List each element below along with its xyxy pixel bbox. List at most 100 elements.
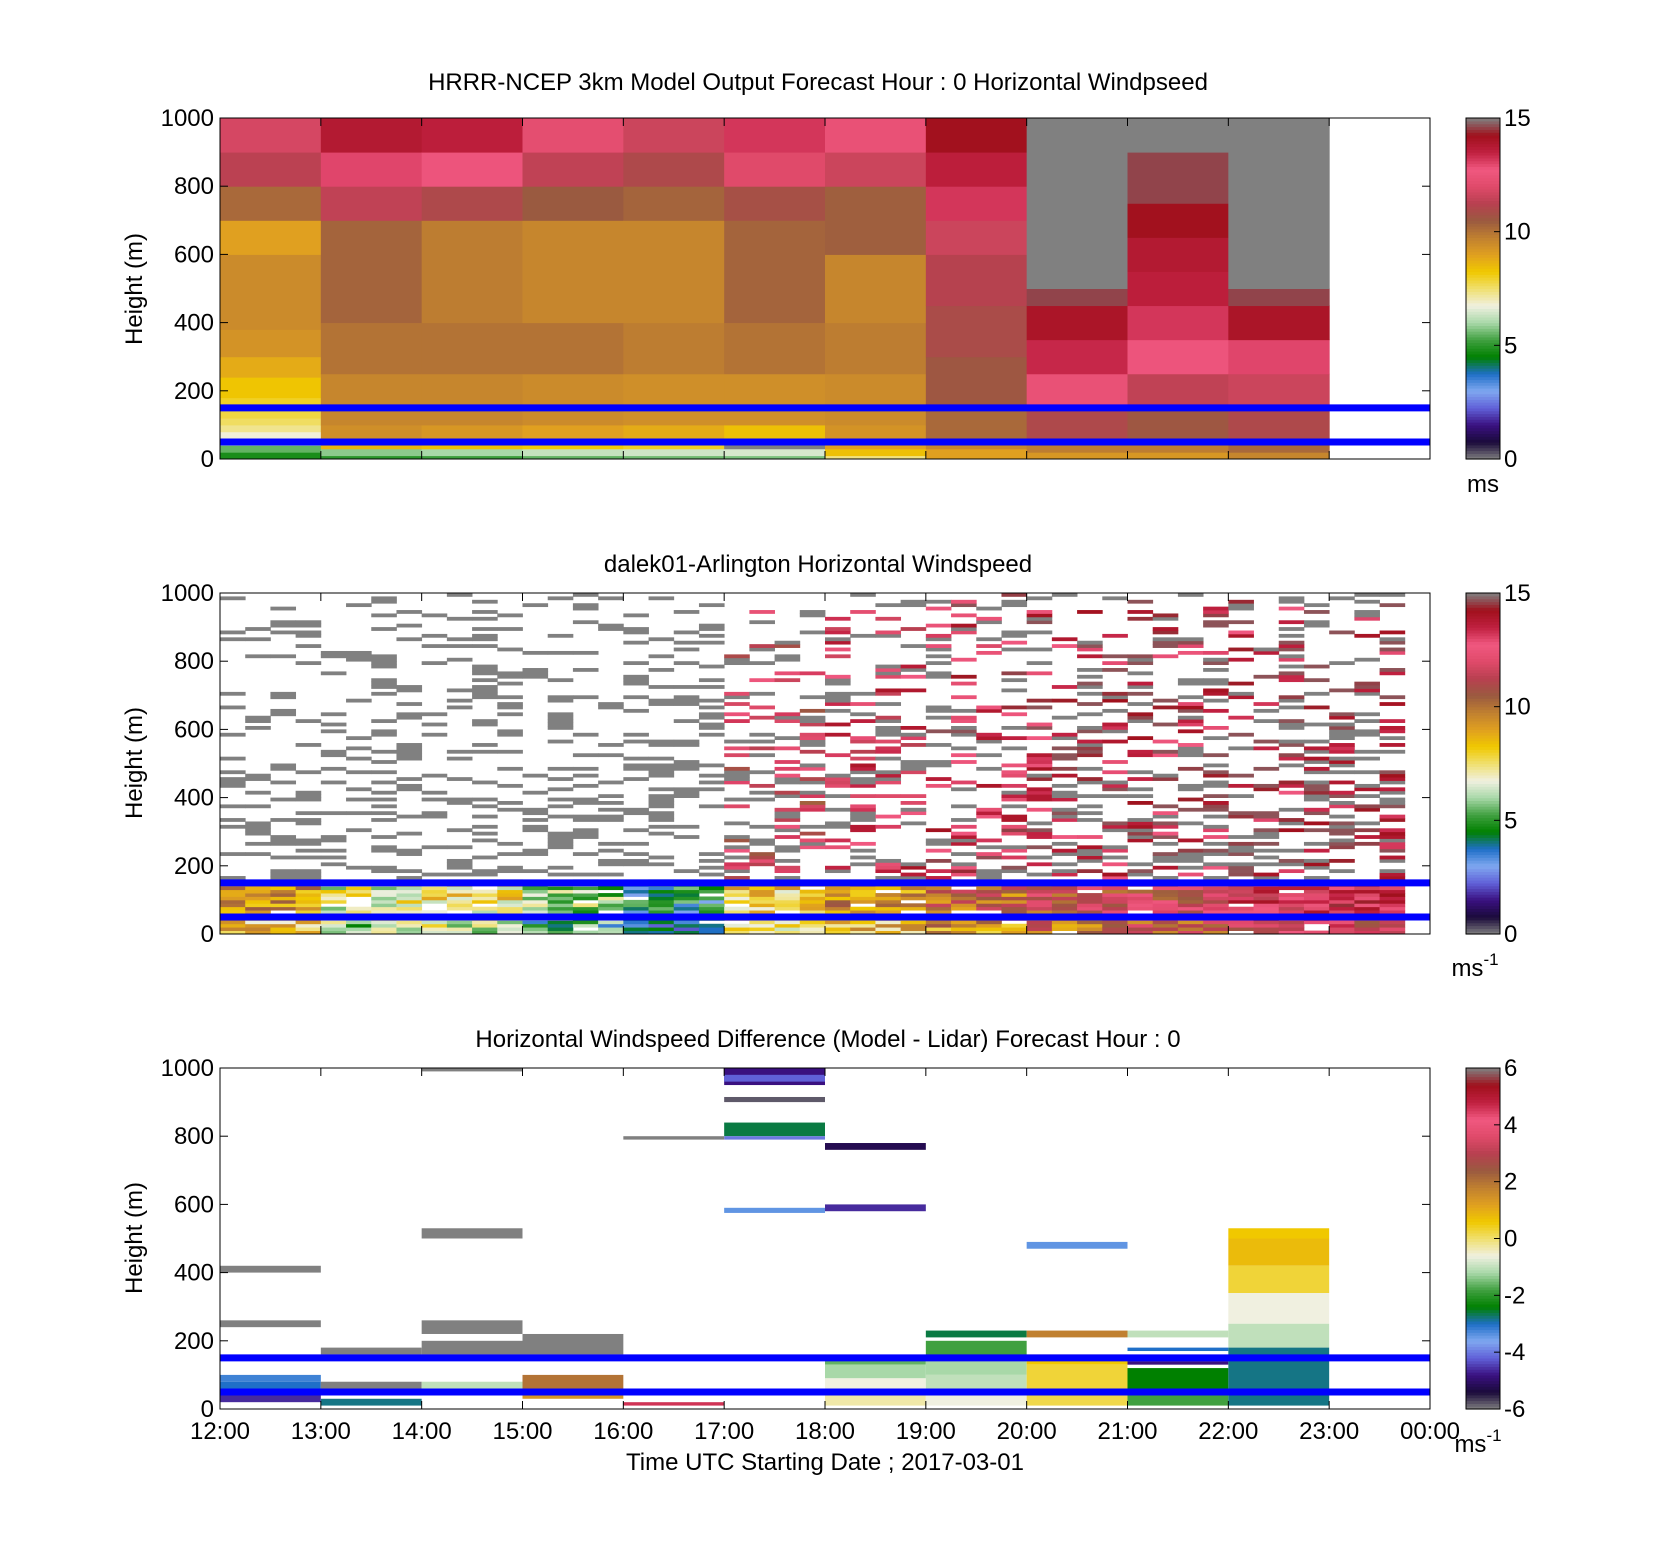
lidar-cell xyxy=(1379,814,1406,819)
lidar-cell xyxy=(925,606,952,611)
lidar-cell xyxy=(925,654,952,659)
lidar-cell xyxy=(1026,927,1053,931)
lidar-cell xyxy=(446,923,473,928)
colorbar-tick-label: 0 xyxy=(1504,1226,1517,1253)
lidar-cell xyxy=(1177,910,1204,914)
lidar-cell xyxy=(245,804,271,809)
lidar-cell xyxy=(673,886,700,891)
model-cell xyxy=(421,373,523,426)
lidar-cell xyxy=(1077,668,1103,672)
lidar-cell xyxy=(1026,807,1053,812)
lidar-cell xyxy=(976,869,1002,874)
panel-model: HRRR-NCEP 3km Model Output Forecast Hour… xyxy=(121,69,1531,498)
lidar-cell xyxy=(446,906,473,911)
lidar-cell xyxy=(1329,712,1355,717)
lidar-cell xyxy=(875,688,902,693)
lidar-cell xyxy=(648,637,675,642)
y-tick-label: 800 xyxy=(174,1123,214,1150)
lidar-cell xyxy=(648,811,675,816)
lidar-cell xyxy=(925,848,952,853)
lidar-cell xyxy=(648,923,675,928)
lidar-cell xyxy=(749,930,775,935)
lidar-cell xyxy=(1303,899,1330,904)
lidar-cell xyxy=(1253,876,1280,880)
lidar-cell xyxy=(1253,647,1280,652)
colorbar-segment xyxy=(1466,638,1500,642)
difference-cell xyxy=(522,1374,624,1389)
x-tick-label: 18:00 xyxy=(795,1418,855,1445)
lidar-cell xyxy=(724,923,750,928)
model-cell xyxy=(421,424,523,440)
lidar-cell xyxy=(1177,787,1204,792)
colorbar-segment xyxy=(1466,1082,1500,1086)
lidar-cell xyxy=(572,896,599,901)
lidar-cell xyxy=(1354,787,1380,792)
colorbar-segment xyxy=(1466,1318,1500,1322)
difference-cell xyxy=(623,1402,725,1406)
lidar-cell xyxy=(396,746,423,751)
lidar-cell xyxy=(346,797,372,802)
lidar-cell xyxy=(623,886,649,891)
colorbar-segment xyxy=(1466,319,1500,324)
colorbar-segment xyxy=(1466,180,1500,184)
lidar-cell xyxy=(1379,671,1406,676)
lidar-cell xyxy=(799,743,826,747)
lidar-cell xyxy=(623,893,649,897)
lidar-cell xyxy=(421,923,448,928)
lidar-cell xyxy=(1203,668,1229,672)
lidar-cell xyxy=(623,681,649,686)
model-cell xyxy=(522,424,624,440)
lidar-cell xyxy=(1152,910,1179,914)
lidar-cell xyxy=(320,927,347,931)
lidar-cell xyxy=(976,872,1002,877)
lidar-cell xyxy=(875,824,902,829)
lidar-cell xyxy=(1354,691,1380,696)
lidar-cell xyxy=(900,664,927,669)
lidar-cell xyxy=(1127,671,1154,676)
panel-difference-heatmap xyxy=(220,1068,1330,1406)
colorbar-segment xyxy=(1466,1119,1500,1123)
lidar-cell xyxy=(951,862,977,867)
lidar-cell xyxy=(875,668,902,672)
lidar-cell xyxy=(1203,763,1229,768)
difference-cell xyxy=(421,1228,523,1239)
y-tick-label: 0 xyxy=(201,446,214,473)
lidar-cell xyxy=(1177,927,1204,931)
lidar-cell xyxy=(774,766,801,771)
model-cell xyxy=(724,448,826,457)
lidar-cell xyxy=(446,930,473,935)
colorbar-segment xyxy=(1466,305,1500,309)
colorbar-segment xyxy=(1466,387,1500,392)
panel-lidar-colorbar-unit: ms-1 xyxy=(1451,950,1498,982)
lidar-cell xyxy=(1253,906,1280,911)
colorbar-segment xyxy=(1466,868,1500,873)
lidar-cell xyxy=(825,695,851,700)
lidar-cell xyxy=(1177,746,1204,751)
lidar-cell xyxy=(346,657,372,662)
colorbar-segment xyxy=(1466,709,1500,713)
lidar-cell xyxy=(1152,773,1179,778)
lidar-cell xyxy=(774,678,801,683)
lidar-cell xyxy=(1102,886,1128,891)
lidar-cell xyxy=(1203,910,1229,914)
lidar-cell xyxy=(648,903,675,908)
colorbar-segment xyxy=(1466,1377,1500,1382)
lidar-cell xyxy=(1127,736,1154,741)
panel-lidar: dalek01-Arlington Horizontal Windspeed 0… xyxy=(121,551,1531,982)
lidar-cell xyxy=(1354,910,1380,914)
lidar-cell xyxy=(1203,828,1229,833)
model-cell xyxy=(1228,452,1330,460)
colorbar-segment xyxy=(1466,160,1500,165)
colorbar-segment xyxy=(1466,1252,1500,1257)
lidar-cell xyxy=(623,811,649,816)
lidar-cell xyxy=(497,732,523,737)
lidar-cell xyxy=(245,923,271,928)
lidar-cell xyxy=(951,893,977,897)
colorbar-segment xyxy=(1466,729,1500,733)
lidar-cell xyxy=(1228,848,1254,853)
lidar-cell xyxy=(850,927,876,931)
model-cell xyxy=(421,220,523,324)
lidar-cell xyxy=(698,865,725,870)
lidar-cell xyxy=(472,691,498,696)
lidar-cell xyxy=(245,910,271,914)
